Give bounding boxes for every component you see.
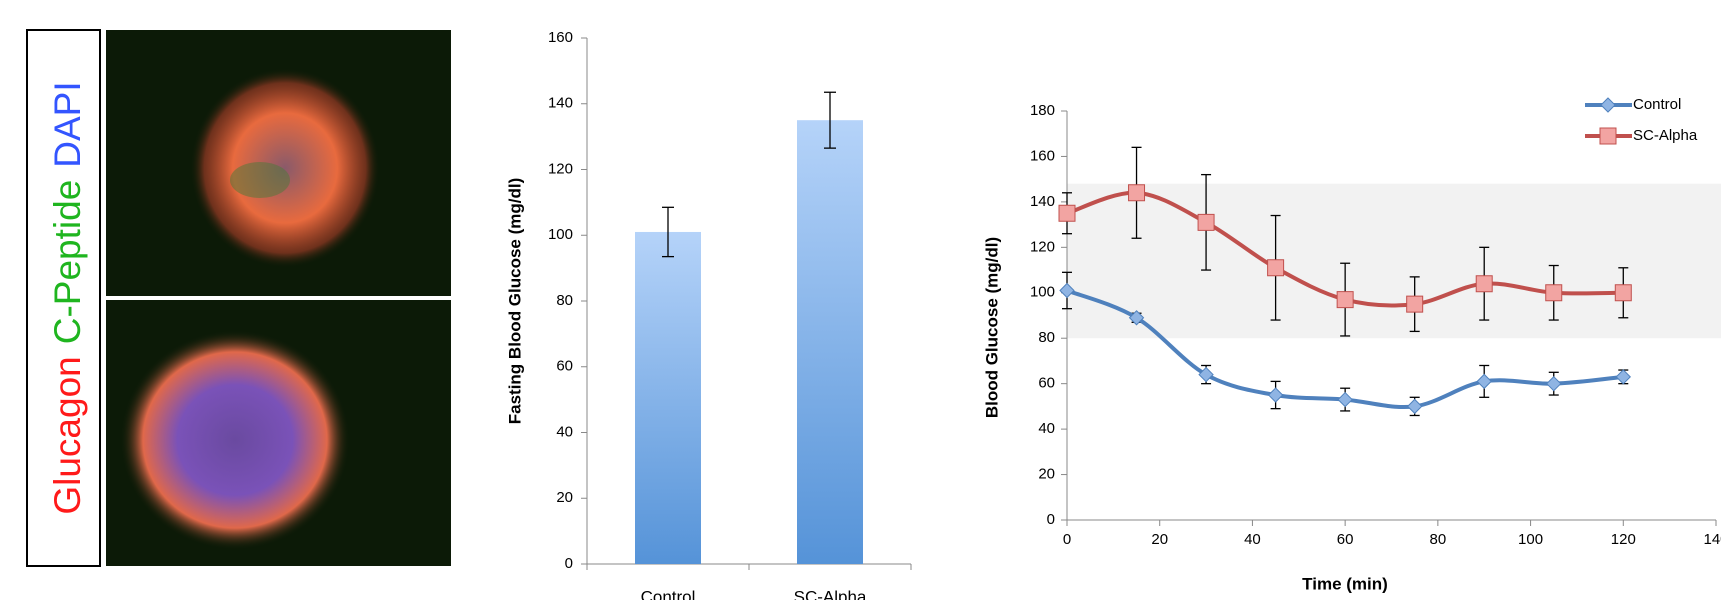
label-part: C-Peptide — [47, 180, 88, 345]
bar — [635, 232, 701, 564]
marker — [1129, 185, 1145, 201]
label-part: DAPI — [47, 81, 88, 167]
y-tick-label: 140 — [1030, 193, 1055, 210]
y-tick-label: 160 — [548, 29, 573, 46]
y-tick-label: 180 — [1030, 102, 1055, 119]
y-tick-label: 40 — [556, 423, 573, 440]
legend-marker — [1600, 128, 1616, 144]
y-tick-label: 20 — [1038, 466, 1055, 483]
marker — [1059, 205, 1075, 221]
y-tick-label: 120 — [1030, 238, 1055, 255]
figure: Glucagon C-Peptide DAPI 0 20 40 60 80 100 120 140… — [0, 0, 1721, 600]
marker — [1407, 296, 1423, 312]
x-tick-label: 40 — [1244, 531, 1261, 548]
marker — [1547, 377, 1561, 391]
y-tick-label: 60 — [1038, 375, 1055, 392]
marker — [1477, 374, 1491, 388]
x-tick-label: Control — [641, 587, 696, 600]
x-tick-label: 60 — [1337, 531, 1354, 548]
label-part: Glucagon — [47, 356, 88, 514]
marker — [1268, 260, 1284, 276]
y-axis-title: Fasting Blood Glucose (mg/dl) — [505, 178, 524, 425]
x-tick-label: 140 — [1703, 531, 1721, 548]
legend-label: Control — [1633, 96, 1681, 113]
page: Glucagon C-Peptide DAPI 0 20 40 60 80 100 120 140… — [0, 0, 1721, 600]
x-tick-label: 80 — [1430, 531, 1447, 548]
marker — [1269, 388, 1283, 402]
legend-label: SC-Alpha — [1633, 127, 1698, 144]
bar — [797, 120, 863, 564]
cell — [190, 68, 380, 268]
y-tick-label: 100 — [1030, 284, 1055, 301]
legend-marker — [1601, 98, 1615, 112]
y-tick-label: 40 — [1038, 420, 1055, 437]
cell-detail — [230, 162, 290, 198]
x-tick-label: 0 — [1063, 531, 1071, 548]
marker — [1198, 214, 1214, 230]
y-tick-label: 120 — [548, 160, 573, 177]
y-tick-label: 60 — [556, 358, 573, 375]
y-tick-label: 80 — [1038, 329, 1055, 346]
x-tick-label: 120 — [1611, 531, 1636, 548]
cell — [120, 330, 350, 550]
marker — [1337, 292, 1353, 308]
x-axis-title: Time (min) — [1302, 574, 1388, 593]
x-tick-label: SC-Alpha — [794, 587, 867, 600]
marker — [1338, 393, 1352, 407]
y-tick-label: 0 — [1047, 511, 1055, 528]
y-tick-label: 0 — [565, 555, 573, 572]
marker — [1408, 399, 1422, 413]
y-tick-label: 20 — [556, 489, 573, 506]
y-tick-label: 100 — [548, 226, 573, 243]
y-tick-label: 160 — [1030, 147, 1055, 164]
marker — [1546, 285, 1562, 301]
y-tick-label: 140 — [548, 95, 573, 112]
marker — [1616, 370, 1630, 384]
marker — [1476, 276, 1492, 292]
panel-label: Glucagon C-Peptide DAPI — [47, 81, 88, 514]
marker — [1615, 285, 1631, 301]
y-axis-title: Blood Glucose (mg/dl) — [982, 237, 1001, 418]
y-tick-label: 80 — [556, 292, 573, 309]
x-tick-label: 100 — [1518, 531, 1543, 548]
x-tick-label: 20 — [1151, 531, 1168, 548]
